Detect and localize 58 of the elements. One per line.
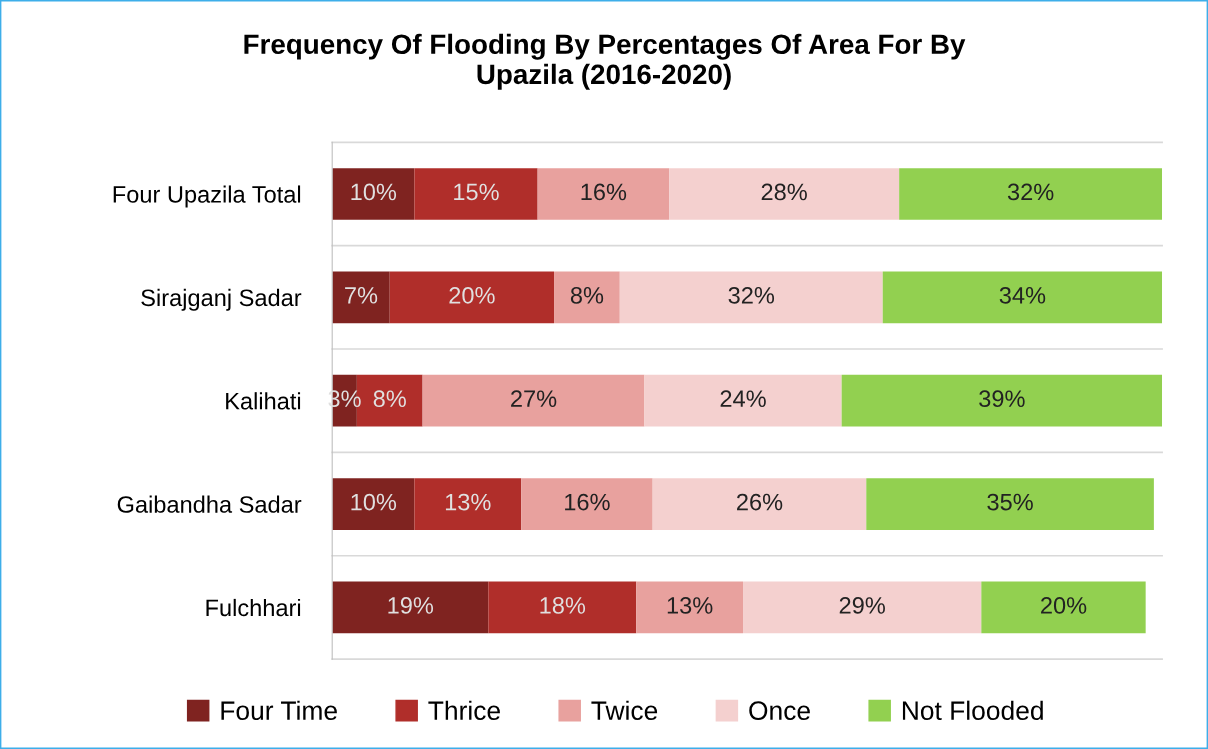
- data-label: 8%: [570, 286, 604, 304]
- bar: [743, 581, 982, 634]
- bar: [414, 478, 522, 530]
- y-tick-label: Four Upazila Total: [113, 185, 301, 208]
- data-label: 7%: [345, 287, 378, 304]
- legend-label: Thrice: [428, 700, 500, 721]
- data-label: 19%: [388, 597, 434, 614]
- bar: [537, 168, 670, 220]
- bar: [866, 478, 1154, 530]
- y-tick-label: Sirajganj Sadar: [141, 288, 302, 311]
- bar: [899, 168, 1163, 220]
- data-label: 8%: [373, 390, 406, 408]
- bar: [636, 581, 744, 634]
- y-tick-label: Fulchhari: [206, 598, 301, 617]
- bar: [422, 374, 645, 427]
- bar: [488, 581, 637, 634]
- data-label: 32%: [1007, 183, 1054, 201]
- data-label: 39%: [979, 390, 1025, 408]
- bar: [882, 271, 1163, 324]
- legend-label: Twice: [591, 700, 658, 721]
- legend-label: Once: [749, 701, 810, 721]
- bar: [332, 478, 415, 530]
- legend-label: Not Flooded: [902, 700, 1043, 721]
- data-label: 10%: [351, 183, 397, 201]
- y-tick-label: Kalihati: [226, 392, 301, 410]
- data-label: 29%: [839, 597, 885, 614]
- chart-title: Frequency Of Flooding By Percentages Of Area For By Upazila (2016-2020): [244, 33, 966, 90]
- data-label: 24%: [720, 390, 766, 407]
- data-label: 27%: [511, 390, 557, 407]
- data-label: 28%: [761, 183, 807, 201]
- data-label: 32%: [728, 286, 775, 304]
- bar: [841, 374, 1163, 427]
- bar: [389, 271, 555, 324]
- legend-label: Four Time: [221, 700, 337, 721]
- data-label: 13%: [667, 597, 713, 614]
- data-label: 26%: [737, 493, 783, 511]
- bar: [521, 478, 653, 530]
- data-label: 10%: [351, 493, 397, 511]
- data-label: 16%: [565, 493, 610, 511]
- data-label: 18%: [540, 597, 586, 614]
- y-tick-label: Gaibandha Sadar: [117, 495, 302, 513]
- data-label: 35%: [987, 493, 1033, 511]
- bar: [332, 168, 415, 220]
- data-label: 16%: [581, 183, 627, 201]
- bar: [669, 168, 900, 220]
- bar: [414, 168, 538, 220]
- bar: [332, 581, 489, 634]
- bar: [652, 478, 867, 530]
- bar: [644, 374, 842, 427]
- data-label: 34%: [999, 286, 1046, 304]
- data-label: 15%: [454, 183, 499, 201]
- bar: [554, 271, 620, 324]
- data-label: 20%: [449, 286, 495, 304]
- data-label: 13%: [445, 493, 491, 511]
- bar: [981, 581, 1146, 634]
- bar: [332, 271, 390, 324]
- bar: [619, 271, 883, 324]
- data-label: 20%: [1041, 597, 1087, 614]
